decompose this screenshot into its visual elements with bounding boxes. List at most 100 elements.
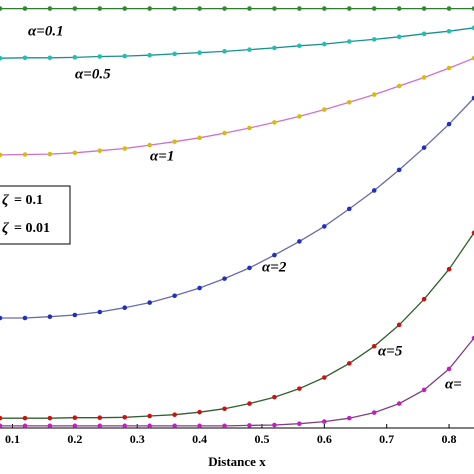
series-line (0, 27, 474, 59)
marker (47, 314, 53, 320)
series-label: α= (445, 376, 462, 392)
marker (247, 265, 252, 271)
x-tick-label: 0.1 (5, 432, 20, 446)
series-label: α=0.1 (28, 23, 64, 39)
marker (97, 54, 103, 59)
marker (396, 401, 402, 406)
marker (22, 152, 28, 157)
series-label: α=2 (262, 259, 287, 275)
marker (22, 423, 28, 429)
series-line (0, 232, 474, 419)
marker (122, 146, 128, 151)
marker (346, 39, 352, 44)
marker (446, 6, 452, 11)
marker (222, 406, 227, 412)
marker (247, 6, 252, 11)
marker (297, 421, 302, 427)
marker (147, 142, 152, 148)
marker (272, 422, 277, 428)
marker (471, 6, 474, 11)
x-tick-label: 0.4 (192, 432, 207, 446)
marker (396, 6, 402, 11)
marker (97, 423, 103, 429)
marker (222, 6, 227, 11)
marker (122, 423, 128, 429)
marker (197, 285, 202, 291)
marker (396, 34, 402, 40)
marker (247, 47, 252, 52)
marker (297, 386, 302, 391)
marker (97, 415, 103, 421)
marker (147, 52, 152, 58)
marker (147, 423, 152, 429)
marker (421, 387, 427, 393)
marker (322, 419, 327, 424)
marker (371, 6, 377, 11)
marker (172, 6, 177, 11)
marker (297, 239, 302, 244)
marker (222, 276, 227, 281)
marker (471, 230, 474, 236)
marker (346, 99, 352, 105)
marker (446, 121, 452, 127)
marker (371, 188, 377, 193)
marker (172, 139, 177, 144)
marker (197, 6, 202, 11)
marker (197, 409, 202, 415)
series-line (0, 57, 474, 156)
marker (172, 412, 177, 418)
x-tick-label: 0.7 (379, 432, 394, 446)
marker (0, 315, 3, 321)
marker (172, 293, 177, 299)
marker (272, 394, 277, 400)
marker (197, 135, 202, 141)
marker (197, 50, 202, 55)
marker (471, 95, 474, 101)
marker (22, 315, 28, 321)
marker (396, 83, 402, 89)
marker (396, 167, 402, 173)
marker (47, 415, 53, 421)
marker (371, 410, 377, 415)
marker (47, 423, 53, 429)
marker (346, 206, 352, 212)
series-label: α=0.5 (75, 66, 111, 82)
marker (0, 152, 3, 158)
marker (147, 300, 152, 305)
annotation: = 0.01 (14, 221, 50, 236)
marker (446, 366, 452, 372)
marker (147, 6, 152, 11)
marker (72, 150, 78, 156)
marker (421, 75, 427, 80)
marker (446, 266, 452, 272)
x-tick-label: 0.6 (317, 432, 332, 446)
marker (322, 224, 327, 229)
marker (446, 65, 452, 71)
marker (421, 296, 427, 302)
x-tick-label: 0.2 (67, 432, 82, 446)
marker (346, 415, 352, 421)
x-tick-label: 0.3 (130, 432, 145, 446)
marker (322, 375, 327, 380)
marker (72, 415, 78, 421)
marker (22, 415, 28, 421)
marker (346, 6, 352, 11)
series-line (0, 97, 474, 319)
marker (272, 120, 277, 125)
marker (0, 55, 3, 61)
marker (0, 415, 3, 421)
marker (97, 148, 103, 153)
marker (222, 423, 227, 429)
marker (122, 415, 128, 420)
marker (247, 401, 252, 406)
marker (197, 423, 202, 429)
marker (72, 423, 78, 429)
marker (471, 25, 474, 31)
marker (346, 361, 352, 366)
marker (421, 6, 427, 11)
marker (272, 6, 277, 11)
marker (297, 43, 302, 49)
marker (72, 6, 78, 11)
marker (421, 31, 427, 37)
